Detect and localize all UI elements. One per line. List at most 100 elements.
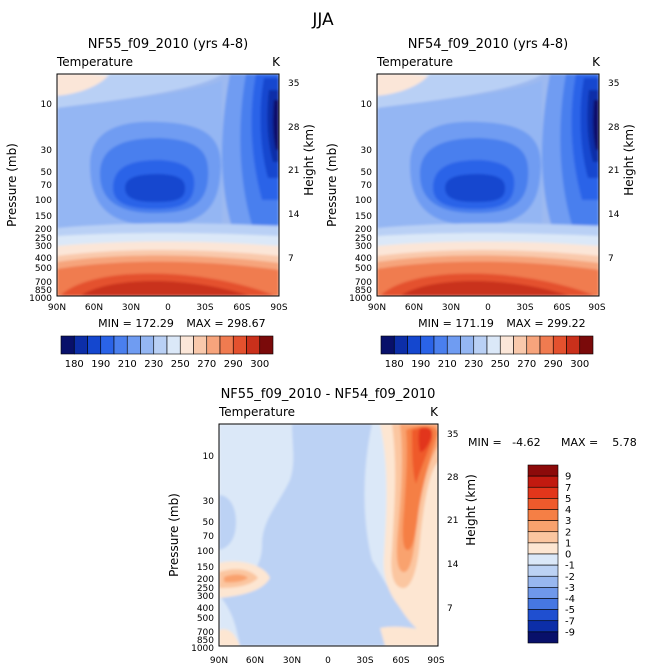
min-label: MIN = 171.19 xyxy=(418,317,494,330)
colorbar-swatch xyxy=(246,335,261,355)
y-tick-label: 10 xyxy=(203,452,215,462)
colorbar-swatch xyxy=(113,335,128,355)
colorbar-label: 9 xyxy=(565,472,571,483)
colorbar-swatch xyxy=(527,575,559,588)
colorbar-label: 190 xyxy=(411,359,430,370)
colorbar-swatch xyxy=(380,335,395,355)
y-tick-label: 850 xyxy=(355,286,372,296)
y-tick-label: 1000 xyxy=(29,294,52,304)
y2-tick-label: 21 xyxy=(447,516,458,526)
colorbar-swatch xyxy=(527,564,559,577)
colorbar-swatch xyxy=(527,509,559,521)
colorbar-label: 180 xyxy=(385,359,404,370)
colorbar: 180 190 210 230 250 270 290 300 xyxy=(380,335,594,370)
x-tick-label: 90N xyxy=(48,303,66,313)
colorbar-label: -5 xyxy=(565,605,575,616)
y2-tick-label: 35 xyxy=(608,79,619,89)
contour-field xyxy=(377,74,599,296)
colorbar-label: 290 xyxy=(544,359,563,370)
colorbar-label: 230 xyxy=(144,359,163,370)
colorbar-label: 210 xyxy=(438,359,457,370)
plot-frame xyxy=(56,73,280,297)
colorbar-label: 3 xyxy=(565,516,571,527)
colorbar-label: 300 xyxy=(570,359,589,370)
colorbar-swatch xyxy=(513,335,528,355)
colorbar-swatch xyxy=(219,335,234,355)
colorbar-label: -9 xyxy=(565,627,575,638)
colorbar-label: 7 xyxy=(565,483,571,494)
y-tick-label: 700 xyxy=(197,628,214,638)
max-label: MAX = 299.22 xyxy=(506,317,585,330)
colorbar-label: 1 xyxy=(565,538,571,549)
colorbar: 180 190 210 230 250 270 290 300 xyxy=(60,335,274,370)
plot-frame xyxy=(376,73,600,297)
colorbar-swatch xyxy=(526,335,541,355)
x-axis: 90N 60N 30N 0 30S 60S 90S xyxy=(210,656,445,666)
colorbar-swatch xyxy=(126,335,141,355)
y-axis-height: 35 28 21 14 7 xyxy=(608,79,620,264)
y-tick-label: 200 xyxy=(355,225,372,235)
min-label: MIN = -4.62 xyxy=(468,436,541,449)
colorbar-label: 210 xyxy=(118,359,137,370)
colorbar-label: 270 xyxy=(517,359,536,370)
colorbar-swatch xyxy=(566,335,581,355)
colorbar-swatch xyxy=(527,631,559,644)
colorbar-swatch xyxy=(527,542,559,555)
y-axis-pressure: 10 30 50 70 100 150 200 250 300 400 500 … xyxy=(191,452,214,654)
colorbar-swatch xyxy=(527,531,559,544)
colorbar-swatch xyxy=(153,335,168,355)
x-tick-label: 30S xyxy=(196,303,213,313)
x-tick-label: 60S xyxy=(233,303,250,313)
y-tick-label: 250 xyxy=(197,584,214,594)
y-tick-label: 10 xyxy=(41,100,53,110)
max-label: MAX = 5.78 xyxy=(561,436,637,449)
y-axis-pressure: 10 30 50 70 100 150 200 250 300 400 500 … xyxy=(29,100,52,304)
colorbar-swatch xyxy=(527,498,559,510)
colorbar-swatch xyxy=(166,335,181,355)
y-tick-label: 30 xyxy=(361,146,373,156)
y-tick-label: 100 xyxy=(35,196,52,206)
plot-frame xyxy=(218,423,439,647)
variable-label: Temperature xyxy=(376,55,453,69)
y-tick-label: 300 xyxy=(197,592,214,602)
panel-nf54: NF54_f09_2010 (yrs 4-8) Temperature K xyxy=(325,37,636,370)
colorbar-swatch xyxy=(499,335,514,355)
page-title: JJA xyxy=(311,10,334,30)
colorbar-label: 230 xyxy=(464,359,483,370)
y2-tick-label: 28 xyxy=(288,123,300,133)
colorbar-swatch xyxy=(259,335,274,355)
colorbar-label: 0 xyxy=(565,550,571,561)
y2-tick-label: 21 xyxy=(288,166,299,176)
variable-label: Temperature xyxy=(56,55,133,69)
y2-axis-title: Height (km) xyxy=(302,124,316,195)
x-tick-label: 90N xyxy=(368,303,386,313)
y-tick-label: 700 xyxy=(355,278,372,288)
colorbar-label: -7 xyxy=(565,616,575,627)
colorbar-swatch xyxy=(527,464,559,477)
colorbar-swatch xyxy=(552,335,567,355)
y-axis-height: 35 28 21 14 7 xyxy=(447,430,459,614)
y-tick-label: 150 xyxy=(355,212,372,222)
x-axis: 90N 60N 30N 0 30S 60S 90S xyxy=(48,303,288,313)
y-tick-label: 100 xyxy=(355,196,372,206)
x-tick-label: 30N xyxy=(122,303,140,313)
y2-tick-label: 7 xyxy=(447,604,453,614)
colorbar-swatch xyxy=(60,335,75,355)
y2-tick-label: 35 xyxy=(288,79,299,89)
x-tick-label: 30N xyxy=(442,303,460,313)
y-axis-title: Pressure (mb) xyxy=(167,493,181,577)
y2-tick-label: 7 xyxy=(608,254,614,264)
y-tick-label: 250 xyxy=(355,234,372,244)
colorbar-label: 270 xyxy=(197,359,216,370)
colorbar-swatch xyxy=(73,335,88,355)
y-axis-pressure: 10 30 50 70 100 150 200 250 300 400 500 … xyxy=(349,100,372,304)
panel-title: NF55_f09_2010 - NF54_f09_2010 xyxy=(221,387,436,402)
y2-tick-label: 28 xyxy=(608,123,620,133)
panel-title: NF55_f09_2010 (yrs 4-8) xyxy=(88,37,248,52)
colorbar-label: 300 xyxy=(250,359,269,370)
variable-label: Temperature xyxy=(218,405,295,419)
y-tick-label: 400 xyxy=(35,254,52,264)
contour-field xyxy=(219,424,438,646)
colorbar-swatch xyxy=(179,335,194,355)
